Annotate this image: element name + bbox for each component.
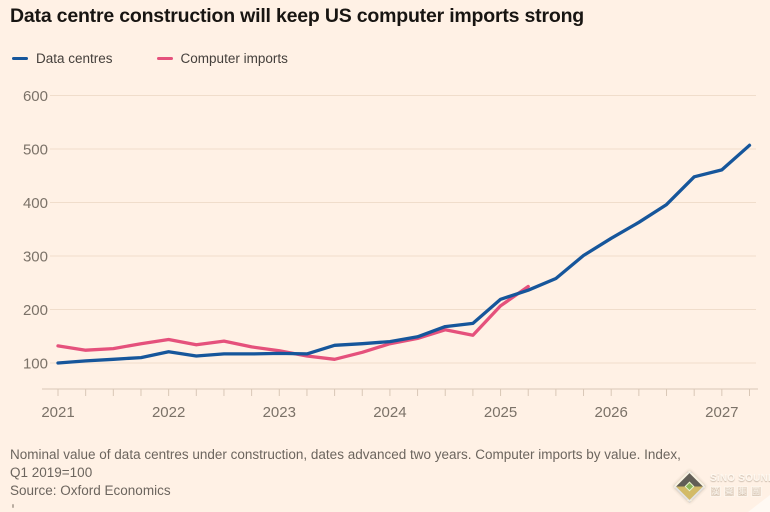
watermark: SiNO SOUND 漢 聲 集 團 <box>672 470 770 506</box>
legend: Data centres Computer imports <box>12 51 288 66</box>
x-axis-label: 2026 <box>595 404 628 421</box>
footnote: Nominal value of data centres under cons… <box>10 446 762 500</box>
watermark-brand-text: SiNO SOUND <box>710 473 770 484</box>
x-axis-label: 2022 <box>152 404 185 421</box>
cjk-char: 聲 <box>723 486 735 497</box>
footnote-line-1: Nominal value of data centres under cons… <box>10 447 681 462</box>
sino-sound-logo-icon <box>673 470 706 503</box>
computer-imports-line <box>56 284 530 361</box>
corner-triangle-decoration <box>748 495 770 512</box>
data-centres-line <box>56 143 752 365</box>
cjk-char: 集 <box>737 486 748 497</box>
y-axis-label: 300 <box>23 249 48 266</box>
footnote-line-2: Q1 2019=100 <box>10 465 93 480</box>
y-axis-label: 200 <box>23 302 48 319</box>
y-axis-label: 500 <box>23 142 48 159</box>
legend-label: Data centres <box>36 51 113 66</box>
watermark-text: SiNO SOUND 漢 聲 集 團 <box>710 473 770 497</box>
data-centres-swatch-icon <box>12 56 28 61</box>
x-axis-label: 2021 <box>41 404 74 421</box>
chart-title: Data centre construction will keep US co… <box>10 5 584 27</box>
y-axis-label: 100 <box>23 356 48 373</box>
legend-item-computer-imports: Computer imports <box>156 51 288 66</box>
artifact-mark <box>12 504 14 508</box>
legend-label: Computer imports <box>180 51 288 66</box>
source-note: Source: Oxford Economics <box>10 483 171 498</box>
x-axis-label: 2024 <box>373 404 406 421</box>
y-axis-label: 600 <box>23 88 48 105</box>
y-axis-label: 400 <box>23 195 48 212</box>
x-axis-label: 2023 <box>263 404 296 421</box>
legend-item-data-centres: Data centres <box>12 51 113 66</box>
watermark-cjk-text: 漢 聲 集 團 <box>710 486 768 497</box>
cjk-char: 漢 <box>710 486 721 497</box>
computer-imports-swatch-icon <box>156 56 173 61</box>
x-axis-label: 2025 <box>484 404 517 421</box>
x-axis-label: 2027 <box>705 404 738 421</box>
